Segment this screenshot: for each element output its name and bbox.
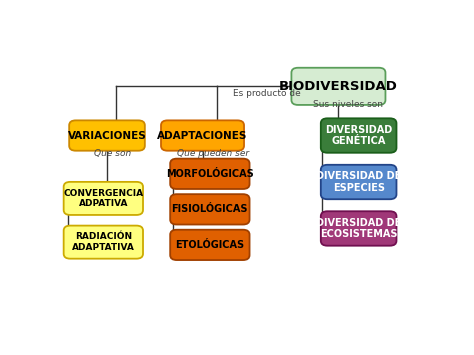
FancyBboxPatch shape xyxy=(321,211,396,246)
FancyBboxPatch shape xyxy=(321,165,396,199)
Text: CONVERGENCIA
ADPATIVA: CONVERGENCIA ADPATIVA xyxy=(63,189,144,208)
FancyBboxPatch shape xyxy=(161,120,244,151)
FancyBboxPatch shape xyxy=(292,68,385,105)
FancyBboxPatch shape xyxy=(321,118,396,153)
Text: Sus niveles son: Sus niveles son xyxy=(313,100,383,109)
Text: VARIACIONES: VARIACIONES xyxy=(68,131,146,141)
Text: ADAPTACIONES: ADAPTACIONES xyxy=(157,131,248,141)
FancyBboxPatch shape xyxy=(170,230,249,260)
Text: DIVERSIDAD DE
ECOSISTEMAS: DIVERSIDAD DE ECOSISTEMAS xyxy=(316,218,401,239)
FancyBboxPatch shape xyxy=(170,194,249,224)
FancyBboxPatch shape xyxy=(170,159,249,189)
Text: Es producto de: Es producto de xyxy=(233,89,301,98)
FancyBboxPatch shape xyxy=(69,120,145,151)
FancyBboxPatch shape xyxy=(64,182,143,215)
Text: ETOLÓGICAS: ETOLÓGICAS xyxy=(175,240,245,250)
FancyBboxPatch shape xyxy=(64,226,143,259)
Text: Que son: Que son xyxy=(94,149,131,158)
Text: RADIACIÓN
ADAPTATIVA: RADIACIÓN ADAPTATIVA xyxy=(72,233,135,252)
Text: DIVERSIDAD DE
ESPECIES: DIVERSIDAD DE ESPECIES xyxy=(316,171,401,193)
Text: BIODIVERSIDAD: BIODIVERSIDAD xyxy=(279,80,398,93)
Text: DIVERSIDAD
GENÉTICA: DIVERSIDAD GENÉTICA xyxy=(325,125,392,146)
Text: MORFOLÓGICAS: MORFOLÓGICAS xyxy=(166,169,254,179)
Text: Que pueden ser: Que pueden ser xyxy=(177,149,250,158)
Text: FISIOLÓGICAS: FISIOLÓGICAS xyxy=(172,204,248,214)
